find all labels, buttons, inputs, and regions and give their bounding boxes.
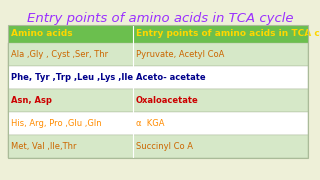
Text: Ala ,Gly , Cyst ,Ser, Thr: Ala ,Gly , Cyst ,Ser, Thr xyxy=(11,50,108,59)
Text: Entry points of amino acids in TCA cycle: Entry points of amino acids in TCA cycle xyxy=(27,12,293,25)
Bar xyxy=(8,112,308,135)
Text: Asn, Asp: Asn, Asp xyxy=(11,96,52,105)
Bar xyxy=(8,25,308,158)
Text: Oxaloacetate: Oxaloacetate xyxy=(135,96,198,105)
Bar xyxy=(8,89,308,112)
Bar xyxy=(8,25,308,43)
Text: Entry points of amino acids in TCA cycle: Entry points of amino acids in TCA cycle xyxy=(135,30,320,39)
Text: Aceto- acetate: Aceto- acetate xyxy=(135,73,205,82)
Bar xyxy=(8,43,308,66)
Bar xyxy=(8,135,308,158)
Text: α  KGA: α KGA xyxy=(135,119,164,128)
Text: Met, Val ,Ile,Thr: Met, Val ,Ile,Thr xyxy=(11,142,76,151)
Text: Pyruvate, Acetyl CoA: Pyruvate, Acetyl CoA xyxy=(135,50,224,59)
Text: Amino acids: Amino acids xyxy=(11,30,73,39)
Text: Succinyl Co A: Succinyl Co A xyxy=(135,142,193,151)
Bar xyxy=(8,66,308,89)
Text: His, Arg, Pro ,Glu ,Gln: His, Arg, Pro ,Glu ,Gln xyxy=(11,119,102,128)
Text: Phe, Tyr ,Trp ,Leu ,Lys ,Ile: Phe, Tyr ,Trp ,Leu ,Lys ,Ile xyxy=(11,73,133,82)
